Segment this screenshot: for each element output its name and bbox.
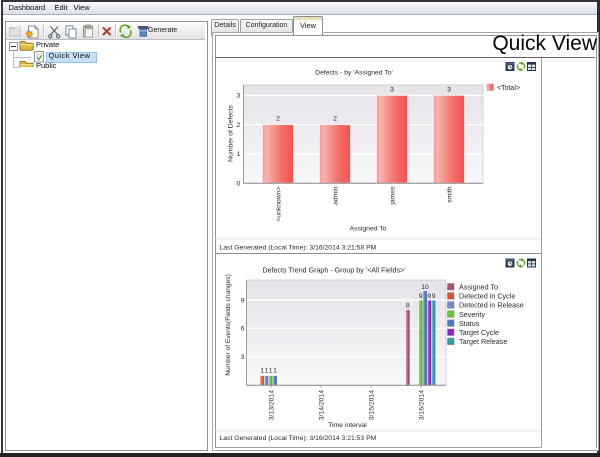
svg-text:9: 9 (427, 293, 431, 300)
svg-text:1: 1 (237, 151, 241, 158)
svg-text:1: 1 (265, 368, 269, 375)
svg-text:1: 1 (260, 368, 264, 375)
svg-text:1: 1 (273, 368, 277, 375)
svg-text:3: 3 (447, 86, 451, 93)
svg-text:Target Release: Target Release (459, 337, 507, 346)
svg-text:<unknown>: <unknown> (276, 186, 283, 221)
svg-text:3: 3 (237, 93, 241, 100)
svg-text:9: 9 (419, 293, 423, 300)
svg-text:Status: Status (459, 319, 480, 328)
svg-text:Severity: Severity (459, 310, 485, 319)
svg-text:2: 2 (237, 122, 241, 129)
svg-text:james: james (390, 186, 397, 206)
svg-text:admin: admin (333, 186, 340, 205)
svg-text:0: 0 (237, 181, 241, 188)
svg-text:Detected in Release: Detected in Release (459, 301, 524, 310)
svg-text:9: 9 (432, 293, 436, 300)
svg-text:2: 2 (333, 116, 337, 123)
svg-text:Assigned To: Assigned To (459, 283, 498, 292)
svg-text:3: 3 (241, 354, 245, 361)
svg-text:3/16/2014: 3/16/2014 (419, 390, 426, 420)
svg-text:Number of Events(Fields change: Number of Events(Fields changes) (225, 274, 232, 376)
svg-text:8: 8 (406, 303, 410, 310)
svg-text:Target Cycle: Target Cycle (459, 328, 499, 337)
svg-text:10: 10 (421, 284, 429, 291)
svg-text:Defects - by 'Assigned To': Defects - by 'Assigned To' (315, 70, 393, 77)
svg-text:Time interval: Time interval (328, 422, 367, 429)
svg-text:Last Generated (Local Time): 3: Last Generated (Local Time): 3/16/2014 3… (220, 245, 377, 252)
svg-text:3: 3 (390, 86, 394, 93)
svg-text:3/14/2014: 3/14/2014 (319, 390, 326, 420)
svg-text:Number of Defects: Number of Defects (228, 105, 235, 162)
svg-text:3/15/2014: 3/15/2014 (369, 390, 376, 420)
svg-text:Last Generated (Local Time): 3: Last Generated (Local Time): 3/16/2014 3… (220, 435, 377, 442)
svg-text:smith: smith (447, 186, 454, 202)
svg-text:6: 6 (241, 326, 245, 333)
svg-text:9: 9 (241, 297, 245, 304)
svg-text:3/13/2014: 3/13/2014 (269, 390, 276, 420)
svg-text:<Total>: <Total> (497, 85, 520, 92)
svg-text:Assigned To: Assigned To (350, 226, 387, 233)
svg-text:Defects Trend Graph - Group by: Defects Trend Graph - Group by '<All Fie… (262, 267, 405, 275)
svg-text:Detected in Cycle: Detected in Cycle (459, 292, 515, 301)
svg-text:1: 1 (269, 368, 273, 375)
svg-text:2: 2 (276, 116, 280, 123)
